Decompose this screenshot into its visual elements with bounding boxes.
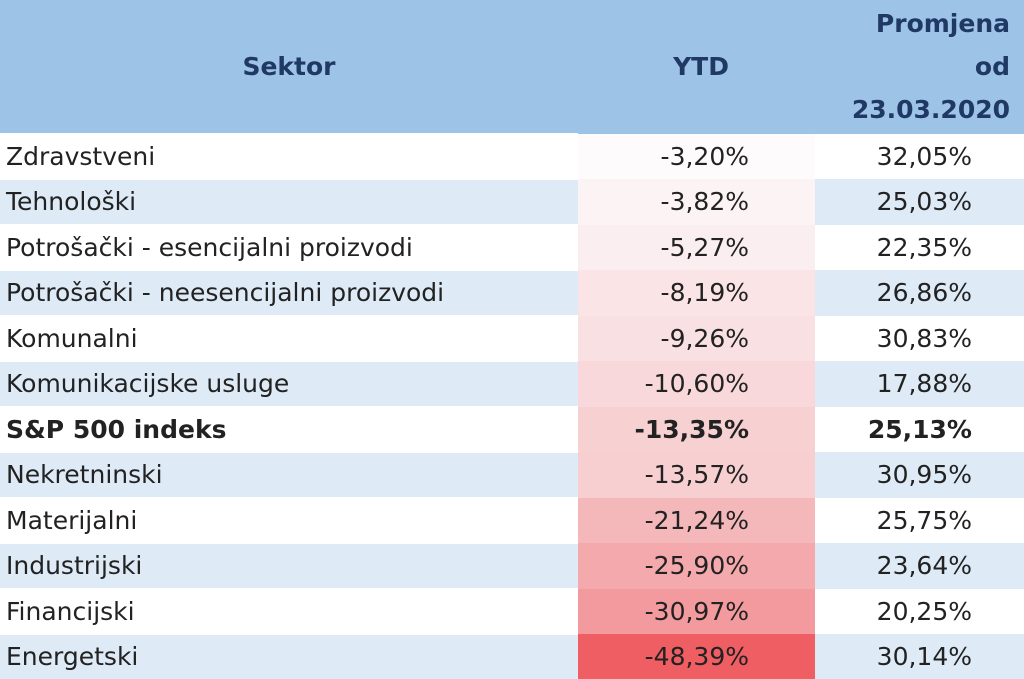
table-cell: -8,19% xyxy=(578,270,815,316)
table-cell: 20,25% xyxy=(815,589,1024,635)
header-cell: Sektor xyxy=(0,0,578,134)
table-cell: Materijalni xyxy=(0,498,578,544)
table-cell: 23,64% xyxy=(815,543,1024,589)
table-cell: Industrijski xyxy=(0,543,578,589)
table-cell: -21,24% xyxy=(578,498,815,544)
table-header: Sektor YTD Promjena od 23.03.2020 xyxy=(0,0,1024,134)
table-row: Potrošački - esencijalni proizvodi-5,27%… xyxy=(0,225,1024,271)
table-row: Potrošački - neesencijalni proizvodi-8,1… xyxy=(0,270,1024,316)
header-cell: YTD xyxy=(578,0,815,134)
table-cell: Nekretninski xyxy=(0,452,578,498)
table-cell: -25,90% xyxy=(578,543,815,589)
table-cell: 25,03% xyxy=(815,179,1024,225)
table-cell: 22,35% xyxy=(815,225,1024,271)
table-cell: 25,13% xyxy=(815,407,1024,453)
table-cell: Komunikacijske usluge xyxy=(0,361,578,407)
table-cell: 32,05% xyxy=(815,134,1024,180)
table-cell: -10,60% xyxy=(578,361,815,407)
table-row: Zdravstveni-3,20%32,05% xyxy=(0,134,1024,180)
table-cell: 30,14% xyxy=(815,634,1024,679)
table-cell: -48,39% xyxy=(578,634,815,679)
table-cell: Financijski xyxy=(0,589,578,635)
table-cell: -13,57% xyxy=(578,452,815,498)
table-cell: -13,35% xyxy=(578,407,815,453)
table-row: Komunalni-9,26%30,83% xyxy=(0,316,1024,362)
header-cell: Promjena od 23.03.2020 xyxy=(815,0,1024,134)
table-row: Energetski-48,39%30,14% xyxy=(0,634,1024,679)
table-cell: Tehnološki xyxy=(0,179,578,225)
table-row: Industrijski-25,90%23,64% xyxy=(0,543,1024,589)
table-cell: 26,86% xyxy=(815,270,1024,316)
table-cell: 25,75% xyxy=(815,498,1024,544)
table-cell: -30,97% xyxy=(578,589,815,635)
table-cell: Energetski xyxy=(0,634,578,679)
table-cell: Komunalni xyxy=(0,316,578,362)
table-cell: -3,82% xyxy=(578,179,815,225)
table-cell: 30,83% xyxy=(815,316,1024,362)
header-row: Sektor YTD Promjena od 23.03.2020 xyxy=(0,0,1024,134)
table-cell: S&P 500 indeks xyxy=(0,407,578,453)
table-cell: 17,88% xyxy=(815,361,1024,407)
table-row: S&P 500 indeks-13,35%25,13% xyxy=(0,407,1024,453)
table-row: Nekretninski-13,57%30,95% xyxy=(0,452,1024,498)
table-cell: -9,26% xyxy=(578,316,815,362)
table-cell: -3,20% xyxy=(578,134,815,180)
table-row: Komunikacijske usluge-10,60%17,88% xyxy=(0,361,1024,407)
table-cell: 30,95% xyxy=(815,452,1024,498)
table-body: Zdravstveni-3,20%32,05%Tehnološki-3,82%2… xyxy=(0,134,1024,679)
table-row: Tehnološki-3,82%25,03% xyxy=(0,179,1024,225)
table-row: Financijski-30,97%20,25% xyxy=(0,589,1024,635)
table-cell: Potrošački - neesencijalni proizvodi xyxy=(0,270,578,316)
table-cell: Zdravstveni xyxy=(0,134,578,180)
table-row: Materijalni-21,24%25,75% xyxy=(0,498,1024,544)
table-cell: -5,27% xyxy=(578,225,815,271)
table-cell: Potrošački - esencijalni proizvodi xyxy=(0,225,578,271)
